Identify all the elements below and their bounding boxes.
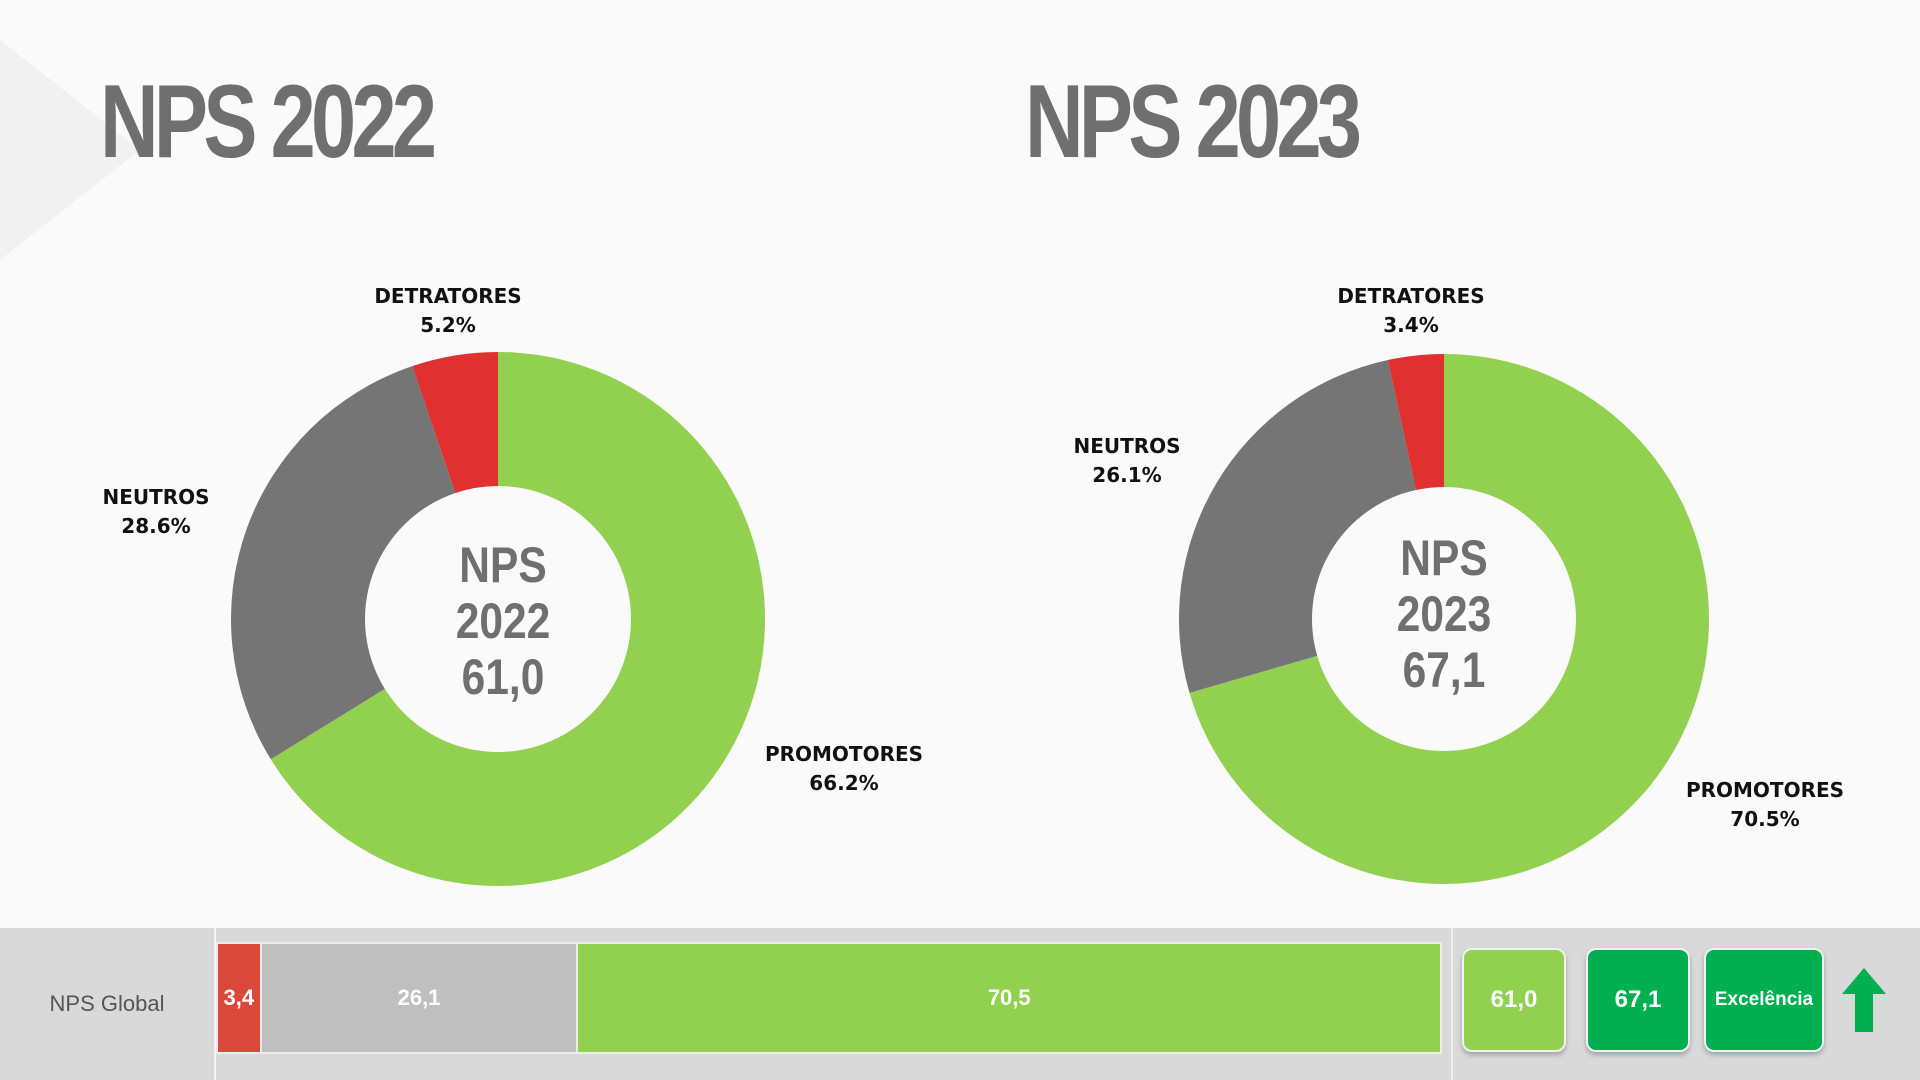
label-name: NEUTROS: [102, 485, 210, 509]
divider: [1451, 928, 1453, 1080]
label-value: 66.2%: [809, 771, 879, 795]
donut-slice-detratores-2022: [412, 352, 498, 494]
label-name: DETRATORES: [374, 284, 522, 308]
center-line: 61,0: [461, 649, 545, 705]
donut-slice-detratores-2023: [1387, 354, 1444, 491]
donut-slice-promotores-2022: [270, 352, 765, 886]
label-neutros-2023: NEUTROS 26.1%: [1073, 432, 1180, 490]
score-badge-2023: 67,1: [1586, 948, 1690, 1052]
donut-center-2023: NPS 2023 67,1: [1397, 530, 1492, 698]
label-promotores-2023: PROMOTORES 70.5%: [1686, 776, 1844, 834]
bar-segment-detratores: 3,4: [218, 944, 260, 1052]
nps-global-label: NPS Global: [0, 928, 216, 1080]
center-line: 67,1: [1402, 642, 1486, 698]
label-value: 3.4%: [1383, 313, 1439, 337]
center-line: NPS: [1400, 530, 1488, 586]
stacked-bar: 3,4 26,1 70,5: [216, 942, 1442, 1054]
donut-charts: [231, 352, 1710, 886]
center-line: 2023: [1396, 586, 1492, 642]
chart-title-2022: NPS 2022: [100, 64, 437, 180]
donut-slice-neutros-2022: [231, 366, 456, 760]
label-promotores-2022: PROMOTORES 66.2%: [765, 740, 923, 798]
label-value: 5.2%: [420, 313, 476, 337]
center-line: NPS: [459, 537, 547, 593]
arrow-up-icon: [1842, 968, 1886, 1032]
donut-center-2022: NPS 2022 61,0: [456, 537, 551, 705]
score-badge-2022: 61,0: [1462, 948, 1566, 1052]
label-value: 70.5%: [1730, 807, 1800, 831]
bar-segment-neutros: 26,1: [259, 944, 579, 1052]
center-line: 2022: [455, 593, 551, 649]
label-value: 26.1%: [1092, 463, 1162, 487]
label-name: DETRATORES: [1337, 284, 1485, 308]
level-badge: Excelência: [1704, 948, 1824, 1052]
background-triangle: [0, 40, 140, 260]
donut-slice-neutros-2023: [1179, 360, 1417, 693]
label-value: 28.6%: [121, 514, 191, 538]
donut-slice-promotores-2023: [1189, 354, 1710, 884]
bar-segment-promotores: 70,5: [578, 944, 1440, 1052]
label-neutros-2022: NEUTROS 28.6%: [102, 483, 209, 541]
chart-title-2023: NPS 2023: [1025, 64, 1362, 180]
label-detratores-2022: DETRATORES 5.2%: [374, 282, 521, 340]
label-name: NEUTROS: [1073, 434, 1181, 458]
label-detratores-2023: DETRATORES 3.4%: [1337, 282, 1484, 340]
label-name: PROMOTORES: [1685, 778, 1845, 802]
label-name: PROMOTORES: [764, 742, 924, 766]
